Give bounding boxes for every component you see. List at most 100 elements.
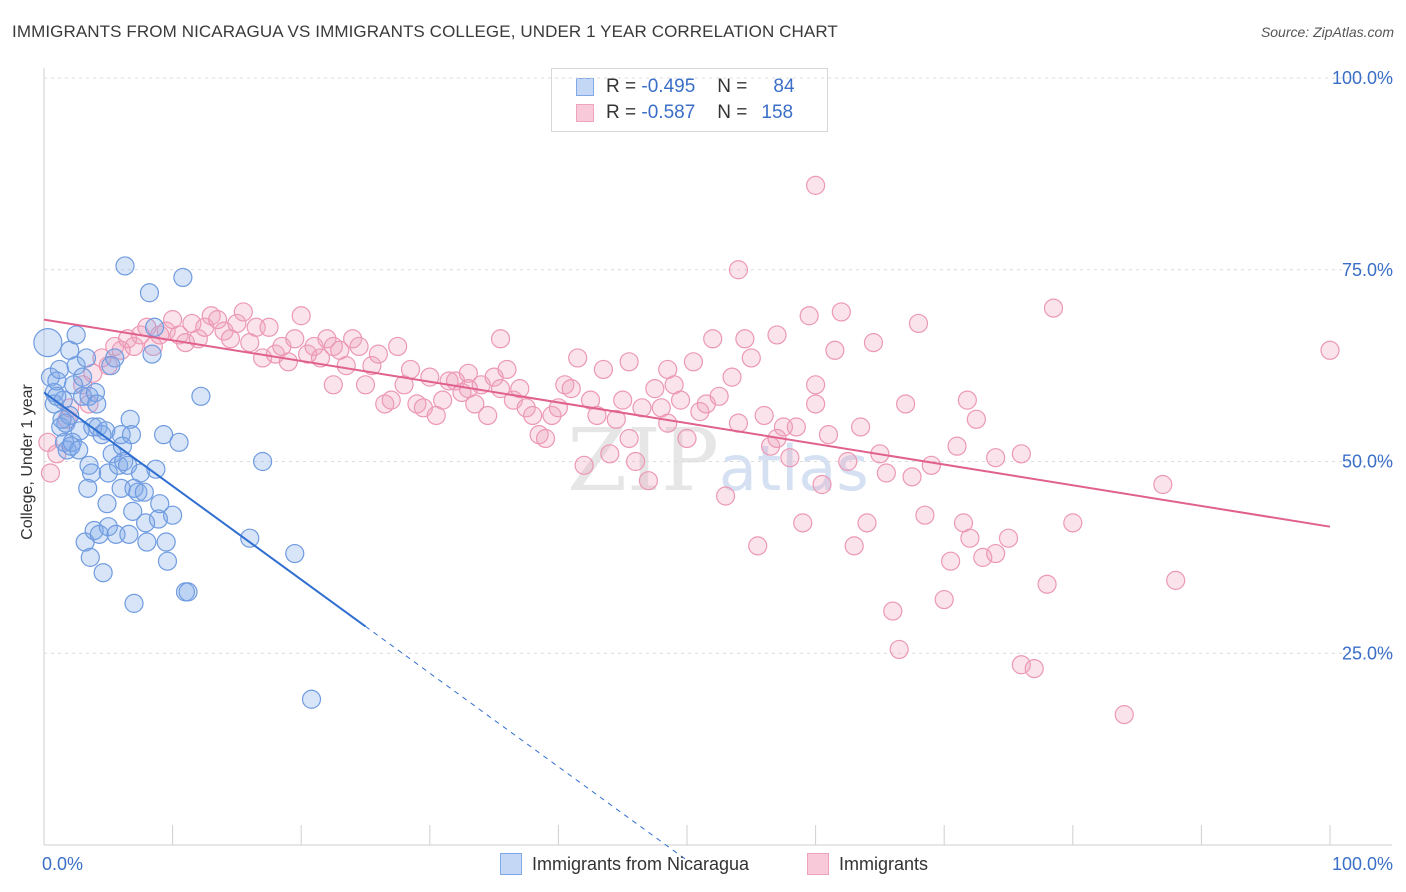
point-nicaragua xyxy=(130,463,151,483)
point-immigrants xyxy=(400,359,421,380)
point-immigrants xyxy=(169,325,189,345)
r-value: -0.495 xyxy=(641,76,696,97)
point-immigrants xyxy=(863,333,884,353)
point-immigrants xyxy=(124,336,144,357)
point-immigrants xyxy=(478,405,498,426)
point-immigrants xyxy=(60,398,80,418)
point-nicaragua xyxy=(69,440,89,460)
point-nicaragua xyxy=(144,317,165,337)
point-nicaragua xyxy=(98,517,118,537)
point-immigrants xyxy=(786,417,806,437)
legend-item-nicaragua: Immigrants from Nicaragua xyxy=(500,851,749,877)
point-immigrants xyxy=(490,329,511,349)
point-nicaragua xyxy=(84,520,104,541)
point-immigrants xyxy=(516,398,536,418)
point-immigrants xyxy=(941,551,961,571)
point-immigrants xyxy=(497,359,517,380)
y-tick-label: 50.0% xyxy=(1342,452,1393,472)
point-immigrants xyxy=(388,336,408,357)
point-immigrants xyxy=(966,409,986,429)
point-nicaragua xyxy=(102,444,122,464)
point-immigrants xyxy=(574,455,594,475)
point-nicaragua xyxy=(128,482,148,502)
trendline-nicaragua xyxy=(43,391,367,628)
point-immigrants xyxy=(722,367,742,387)
point-immigrants xyxy=(947,436,967,456)
point-immigrants xyxy=(793,513,813,533)
point-nicaragua xyxy=(134,482,154,502)
legend-swatch-nicaragua xyxy=(500,853,522,875)
point-immigrants xyxy=(857,513,877,533)
point-nicaragua xyxy=(123,501,143,521)
point-immigrants xyxy=(715,486,736,506)
point-nicaragua xyxy=(240,528,260,548)
stats-legend: R = -0.495 N = 84 R = -0.587 N = 158 xyxy=(551,68,828,132)
n-label: N = xyxy=(717,102,748,123)
point-nicaragua xyxy=(148,509,169,529)
point-immigrants xyxy=(233,302,253,322)
point-immigrants xyxy=(805,375,826,395)
point-immigrants xyxy=(458,363,478,383)
point-immigrants xyxy=(812,474,832,495)
point-immigrants xyxy=(542,405,562,426)
point-nicaragua xyxy=(98,463,118,483)
point-immigrants xyxy=(838,451,858,472)
point-nicaragua xyxy=(87,394,107,414)
y-tick-label: 25.0% xyxy=(1342,643,1393,663)
chart-source: Source: ZipAtlas.com xyxy=(1260,24,1394,40)
n-value: 158 xyxy=(761,102,794,123)
point-immigrants xyxy=(593,359,614,380)
point-immigrants xyxy=(1043,298,1064,318)
point-immigrants xyxy=(799,306,819,326)
point-nicaragua xyxy=(78,478,98,498)
point-nicaragua xyxy=(80,547,100,567)
point-nicaragua xyxy=(153,425,174,445)
point-immigrants xyxy=(780,448,800,468)
legend-label-immigrants: Immigrants xyxy=(839,853,929,874)
point-immigrants xyxy=(908,313,929,334)
point-immigrants xyxy=(735,329,755,349)
point-immigrants xyxy=(227,313,247,334)
point-immigrants xyxy=(934,589,954,610)
point-immigrants xyxy=(510,379,530,399)
point-nicaragua xyxy=(173,267,193,288)
point-immigrants xyxy=(658,359,678,380)
point-immigrants xyxy=(748,536,768,556)
point-immigrants xyxy=(1011,655,1031,675)
point-immigrants xyxy=(638,471,659,491)
point-immigrants xyxy=(433,390,453,410)
point-immigrants xyxy=(317,329,337,349)
swatch-immigrants xyxy=(576,104,594,122)
stats-legend-row-immigrants: R = -0.587 N = 158 xyxy=(576,101,793,125)
point-immigrants xyxy=(998,528,1019,548)
point-nicaragua xyxy=(93,563,113,583)
point-nicaragua xyxy=(191,386,211,406)
point-immigrants xyxy=(825,340,845,360)
r-value: -0.587 xyxy=(641,102,696,123)
point-immigrants xyxy=(1153,474,1173,495)
y-tick-label: 75.0% xyxy=(1342,260,1393,280)
point-nicaragua xyxy=(79,455,99,475)
x-tick-label: 100.0% xyxy=(1332,854,1393,874)
point-immigrants xyxy=(535,428,556,449)
point-nicaragua xyxy=(70,421,90,441)
point-immigrants xyxy=(568,348,588,368)
point-nicaragua xyxy=(66,356,86,376)
point-immigrants xyxy=(741,348,761,368)
point-immigrants xyxy=(619,352,639,372)
point-nicaragua xyxy=(301,689,322,709)
trendline-nicaragua-extension xyxy=(365,626,688,861)
point-immigrants xyxy=(902,467,922,487)
y-tick-label: 100.0% xyxy=(1332,68,1393,88)
point-nicaragua xyxy=(253,451,273,472)
point-immigrants xyxy=(368,344,388,364)
point-nicaragua xyxy=(157,551,178,571)
stats-legend-row-nicaragua: R = -0.495 N = 84 xyxy=(576,75,795,99)
point-immigrants xyxy=(957,390,977,410)
point-immigrants xyxy=(658,413,678,433)
point-immigrants xyxy=(831,302,851,322)
point-immigrants xyxy=(278,352,298,372)
point-immigrants xyxy=(561,379,581,399)
point-nicaragua xyxy=(81,463,102,483)
n-value: 84 xyxy=(773,76,795,97)
